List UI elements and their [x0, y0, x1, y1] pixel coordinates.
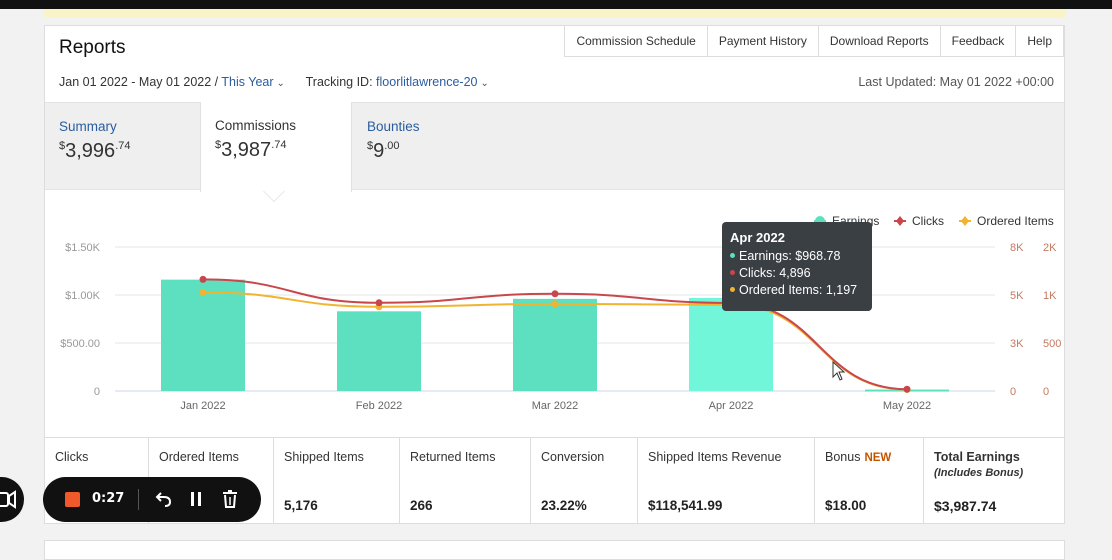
chevron-down-icon: ⌄	[480, 78, 489, 89]
metric-shipped-revenue: Shipped Items Revenue $118,541.99	[638, 438, 815, 524]
camera-toggle[interactable]	[0, 477, 24, 522]
y-right2-tick-label: 1K	[1043, 290, 1057, 302]
clicks-dot-icon	[730, 270, 735, 275]
earnings-bar	[513, 298, 597, 391]
report-nav: Commission Schedule Payment History Down…	[564, 26, 1064, 57]
y-left-tick-label: $500.00	[60, 338, 100, 350]
filter-bar: Jan 01 2022 - May 01 2022 / This Year ⌄ T…	[59, 75, 489, 89]
legend-marker	[961, 216, 969, 226]
earnings-chart: 0 0 0 $500.00 3K 500 $1.00K 5K 1K $1.50K 8K 2K Jan 2…	[60, 214, 1061, 412]
clicks-point	[375, 299, 383, 307]
tooltip-clicks: Clicks: 4,896	[739, 266, 811, 280]
x-tick-label: Feb 2022	[356, 400, 402, 412]
metric-bonus: Bonus NEW $18.00	[815, 438, 924, 524]
summary-tab-label: Summary	[59, 119, 117, 134]
y-right1-tick-label: 0	[1010, 386, 1016, 398]
x-tick-label: Mar 2022	[532, 400, 578, 412]
earnings-bar	[689, 297, 773, 391]
stop-recording-button[interactable]	[65, 492, 80, 507]
reports-card: Reports Commission Schedule Payment Hist…	[44, 25, 1065, 524]
y-right1-tick-label: 8K	[1010, 242, 1024, 254]
y-left-tick-label: $1.00K	[65, 290, 101, 302]
metric-conversion: Conversion 23.22%	[531, 438, 638, 524]
commissions-tab-label: Commissions	[215, 118, 297, 133]
download-reports-tab[interactable]: Download Reports	[818, 26, 941, 57]
y-right1-tick-label: 3K	[1010, 338, 1024, 350]
metric-total-earnings: Total Earnings (Includes Bonus) $3,987.74	[934, 450, 1024, 514]
video-camera-icon	[0, 490, 16, 509]
payment-history-tab[interactable]: Payment History	[707, 26, 819, 57]
clicks-point	[199, 275, 207, 283]
summary-tab[interactable]: Summary $3,996.74	[59, 103, 199, 189]
top-bar	[0, 0, 1112, 9]
ordered-items-point	[199, 288, 207, 296]
mouse-cursor-icon	[832, 361, 846, 381]
tooltip-ordered: Ordered Items: 1,197	[739, 283, 858, 297]
y-left-tick-label: $1.50K	[65, 242, 101, 254]
metrics-row: Clicks Ordered Items Shipped Items 5,176 …	[45, 437, 1064, 524]
feedback-tab[interactable]: Feedback	[940, 26, 1017, 57]
x-tick-label: Jan 2022	[180, 400, 225, 412]
legend-label: Clicks	[912, 214, 944, 228]
undo-icon[interactable]	[153, 489, 173, 509]
pause-icon[interactable]	[186, 489, 206, 509]
bounties-tab-label: Bounties	[367, 119, 420, 134]
x-tick-label: May 2022	[883, 400, 931, 412]
bounties-tab-value: $9.00	[367, 140, 400, 162]
notice-strip	[44, 9, 1066, 17]
date-preset-dropdown[interactable]: This Year ⌄	[221, 75, 285, 89]
legend-marker	[896, 216, 904, 226]
clicks-point	[551, 290, 559, 298]
y-right2-tick-label: 0	[1043, 386, 1049, 398]
legend-label: Ordered Items	[977, 214, 1054, 228]
earnings-bar	[337, 311, 421, 391]
recording-toolbar: 0:27	[43, 477, 261, 522]
new-badge: NEW	[864, 452, 892, 464]
earnings-dot-icon	[730, 253, 735, 258]
earnings-bar	[161, 279, 245, 391]
y-right2-tick-label: 500	[1043, 338, 1061, 350]
date-range: Jan 01 2022 - May 01 2022 /	[59, 75, 219, 89]
last-updated: Last Updated: May 01 2022 +00:00	[858, 75, 1054, 89]
commission-schedule-tab[interactable]: Commission Schedule	[565, 26, 708, 57]
summary-band: Summary $3,996.74 Commissions $3,987.74 …	[45, 102, 1064, 192]
tooltip-earnings: Earnings: $968.78	[739, 249, 841, 263]
y-right1-tick-label: 5K	[1010, 290, 1024, 302]
ordered-items-point	[551, 300, 559, 308]
tracking-label: Tracking ID:	[305, 75, 373, 89]
metric-returned-items: Returned Items 266	[400, 438, 531, 524]
chevron-down-icon: ⌄	[276, 78, 285, 89]
recording-time: 0:27	[92, 491, 125, 506]
bounties-tab[interactable]: Bounties $9.00	[367, 103, 507, 189]
trash-icon[interactable]	[220, 488, 240, 510]
summary-tab-value: $3,996.74	[59, 140, 131, 162]
page-title: Reports	[59, 37, 126, 58]
y-left-tick-label: 0	[94, 386, 100, 398]
metric-ordered-items: Ordered Items	[149, 438, 274, 524]
commissions-tab-value: $3,987.74	[215, 139, 287, 161]
tracking-id-dropdown[interactable]: floorlitlawrence-20 ⌄	[376, 75, 489, 89]
help-tab[interactable]: Help	[1016, 26, 1064, 57]
tooltip-title: Apr 2022	[730, 230, 785, 245]
metric-shipped-items: Shipped Items 5,176	[274, 438, 400, 524]
chart-tooltip: Apr 2022 Earnings: $968.78 Clicks: 4,896…	[722, 222, 872, 311]
ordered-dot-icon	[730, 287, 735, 292]
commissions-tab[interactable]: Commissions $3,987.74	[200, 102, 352, 192]
y-right2-tick-label: 2K	[1043, 242, 1057, 254]
x-tick-label: Apr 2022	[709, 400, 754, 412]
clicks-point	[903, 385, 911, 393]
next-card	[44, 540, 1065, 560]
